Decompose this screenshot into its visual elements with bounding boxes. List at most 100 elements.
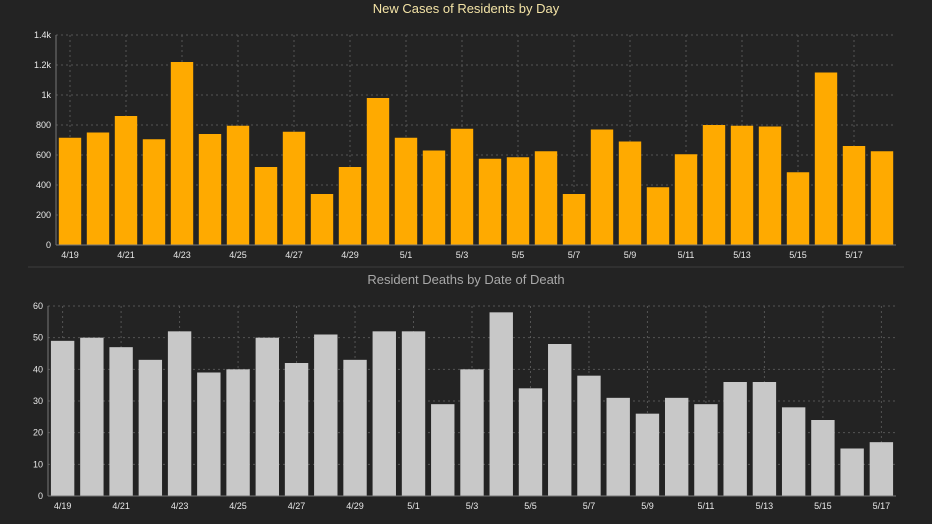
cases-bar[interactable] xyxy=(310,194,334,245)
deaths-xtick-label: 4/21 xyxy=(112,501,130,511)
cases-ytick-label: 1.4k xyxy=(34,30,52,40)
deaths-bar[interactable] xyxy=(314,334,338,497)
cases-bar[interactable] xyxy=(702,125,726,245)
cases-bar[interactable] xyxy=(758,126,782,246)
deaths-bar[interactable] xyxy=(80,337,104,496)
cases-bar[interactable] xyxy=(170,62,194,245)
deaths-bar[interactable] xyxy=(343,359,367,496)
deaths-ytick-label: 50 xyxy=(33,333,43,343)
deaths-bar[interactable] xyxy=(635,413,660,496)
deaths-bar[interactable] xyxy=(489,312,513,496)
cases-bar[interactable] xyxy=(226,125,250,245)
deaths-bar[interactable] xyxy=(577,375,601,496)
cases-xtick-label: 4/27 xyxy=(285,250,303,260)
cases-bar[interactable] xyxy=(394,137,418,245)
cases-xtick-label: 5/15 xyxy=(789,250,807,260)
cases-xtick-label: 5/7 xyxy=(568,250,581,260)
deaths-bar[interactable] xyxy=(50,340,75,496)
cases-bar[interactable] xyxy=(282,131,306,245)
cases-xtick-label: 5/5 xyxy=(512,250,525,260)
cases-bar[interactable] xyxy=(142,139,166,245)
deaths-chart: 0 10 20 30 40 50 60 4/19 4/21 4/23 4/25 4/27 4/29 5/1… xyxy=(33,301,896,511)
cases-bar[interactable] xyxy=(814,72,838,246)
deaths-xtick-label: 5/5 xyxy=(524,501,537,511)
deaths-bar[interactable] xyxy=(401,331,426,496)
cases-bar[interactable] xyxy=(730,125,754,245)
deaths-bar[interactable] xyxy=(606,397,630,496)
cases-bar[interactable] xyxy=(366,98,390,245)
cases-xtick-label: 4/29 xyxy=(341,250,359,260)
deaths-xtick-label: 4/23 xyxy=(171,501,189,511)
deaths-bar[interactable] xyxy=(284,363,309,496)
deaths-bar[interactable] xyxy=(226,369,250,496)
cases-xtick-label: 5/9 xyxy=(624,250,637,260)
cases-chart: 0 200 400 600 800 1k 1.2k 1.4k 4/19 4/21 4/23 4/25 4… xyxy=(34,30,896,260)
deaths-xtick-label: 5/13 xyxy=(756,501,774,511)
deaths-bar[interactable] xyxy=(255,337,280,496)
cases-bar[interactable] xyxy=(618,141,642,246)
deaths-ytick-label: 40 xyxy=(33,364,43,374)
deaths-bar[interactable] xyxy=(431,404,455,496)
cases-bar[interactable] xyxy=(338,167,362,245)
deaths-xtick-label: 4/19 xyxy=(54,501,72,511)
cases-xtick-label: 4/23 xyxy=(173,250,191,260)
deaths-xtick-label: 4/25 xyxy=(229,501,247,511)
cases-bar[interactable] xyxy=(114,116,138,245)
cases-bar[interactable] xyxy=(506,157,530,245)
cases-bar[interactable] xyxy=(562,194,586,245)
deaths-xtick-label: 5/11 xyxy=(698,501,715,511)
deaths-bar[interactable] xyxy=(781,407,806,496)
deaths-bar[interactable] xyxy=(167,331,192,496)
deaths-bar[interactable] xyxy=(869,442,894,496)
cases-xtick-label: 5/13 xyxy=(733,250,751,260)
cases-bar[interactable] xyxy=(422,150,446,246)
cases-bar[interactable] xyxy=(870,151,894,245)
deaths-bar[interactable] xyxy=(372,331,396,496)
cases-bar[interactable] xyxy=(478,158,502,245)
cases-xtick-label: 5/17 xyxy=(845,250,863,260)
cases-bar[interactable] xyxy=(590,129,614,246)
deaths-ytick-label: 30 xyxy=(33,396,43,406)
deaths-bar[interactable] xyxy=(694,404,718,496)
deaths-xtick-label: 5/9 xyxy=(641,501,654,511)
deaths-xtick-label: 5/3 xyxy=(466,501,479,511)
deaths-bar[interactable] xyxy=(460,369,484,496)
cases-ytick-label: 600 xyxy=(36,150,51,160)
cases-ytick-label: 200 xyxy=(36,210,51,220)
cases-bar[interactable] xyxy=(198,134,222,245)
deaths-bar[interactable] xyxy=(752,382,777,496)
deaths-ytick-label: 0 xyxy=(38,491,43,501)
cases-ytick-label: 800 xyxy=(36,120,51,130)
deaths-ytick-label: 60 xyxy=(33,301,43,311)
deaths-ytick-label: 10 xyxy=(33,459,43,469)
cases-bar[interactable] xyxy=(254,167,278,245)
cases-xtick-label: 4/19 xyxy=(61,250,79,260)
deaths-xtick-label: 5/1 xyxy=(407,501,420,511)
cases-bar[interactable] xyxy=(534,151,558,245)
deaths-xtick-label: 4/29 xyxy=(346,501,364,511)
deaths-bar[interactable] xyxy=(138,359,163,496)
cases-bar[interactable] xyxy=(646,187,670,245)
cases-bar[interactable] xyxy=(842,146,866,245)
deaths-bar[interactable] xyxy=(811,420,835,496)
cases-ytick-label: 0 xyxy=(46,240,51,250)
cases-xtick-label: 5/11 xyxy=(678,250,695,260)
deaths-bar[interactable] xyxy=(518,388,543,496)
deaths-xtick-label: 5/17 xyxy=(873,501,891,511)
deaths-bar[interactable] xyxy=(548,344,572,496)
deaths-bar[interactable] xyxy=(197,372,221,497)
cases-bar[interactable] xyxy=(58,137,82,245)
deaths-bar[interactable] xyxy=(723,382,747,496)
deaths-bar[interactable] xyxy=(840,448,864,497)
cases-xtick-label: 4/25 xyxy=(229,250,247,260)
cases-bar[interactable] xyxy=(450,128,474,245)
cases-bar[interactable] xyxy=(674,154,698,245)
cases-bar[interactable] xyxy=(86,132,110,246)
deaths-bar[interactable] xyxy=(664,397,689,496)
cases-bar[interactable] xyxy=(786,172,810,245)
deaths-ytick-label: 20 xyxy=(33,428,43,438)
deaths-bar[interactable] xyxy=(109,347,133,496)
deaths-xtick-label: 5/15 xyxy=(814,501,832,511)
